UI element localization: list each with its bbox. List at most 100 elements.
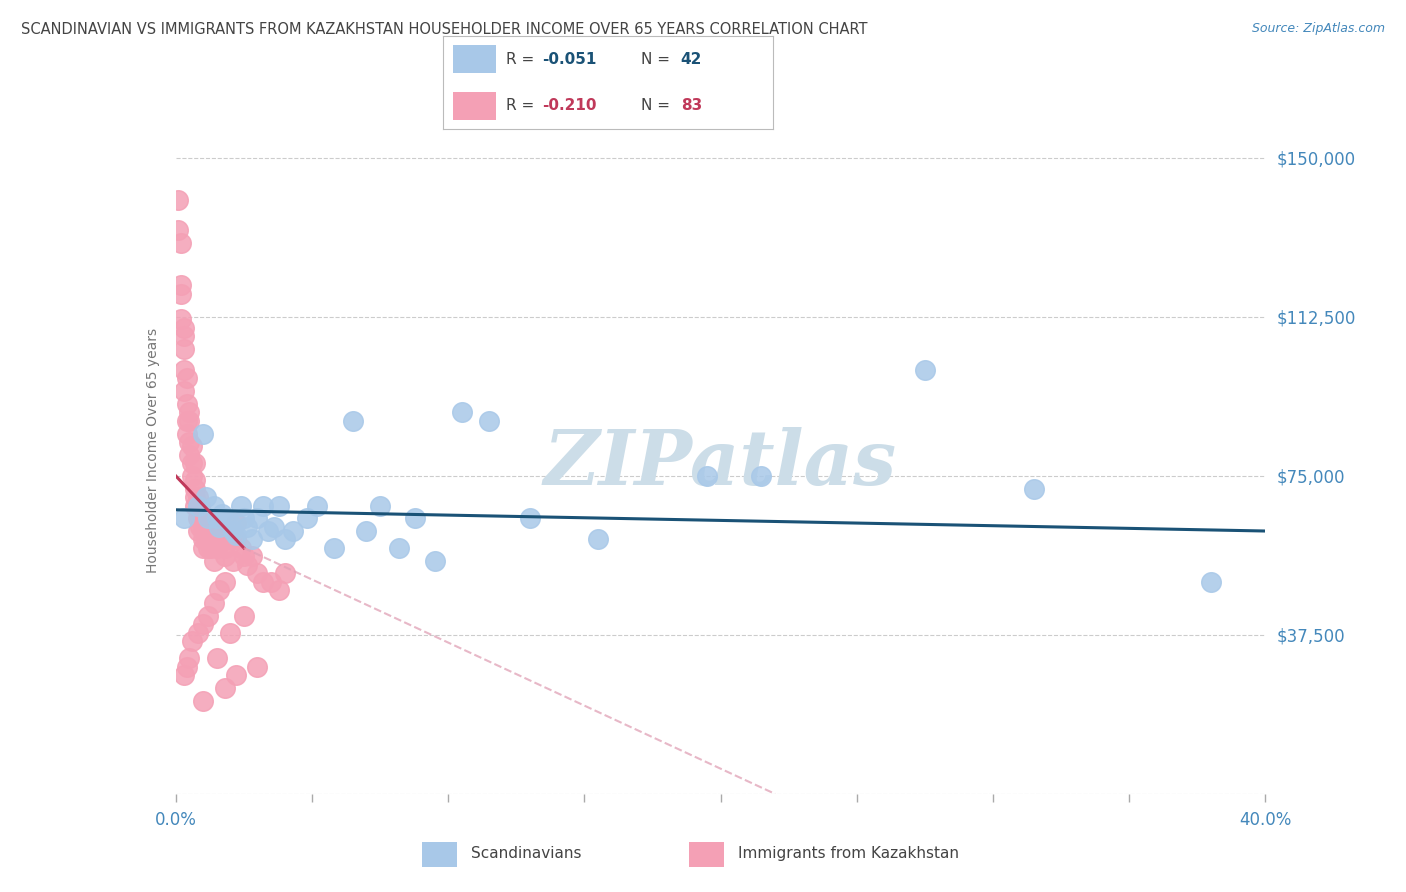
Point — [222, 524, 245, 538]
Point — [194, 533, 217, 547]
Point — [184, 456, 207, 470]
Point — [232, 608, 254, 623]
Point — [246, 511, 269, 525]
Point — [197, 541, 219, 555]
Point — [184, 499, 207, 513]
Point — [173, 363, 195, 377]
Point — [214, 541, 236, 555]
Point — [170, 312, 193, 326]
Point — [202, 533, 225, 547]
Point — [214, 574, 236, 589]
Point — [179, 414, 201, 428]
Point — [274, 533, 297, 547]
Point — [179, 434, 201, 449]
Point — [235, 520, 257, 534]
Point — [232, 511, 254, 525]
Text: -0.051: -0.051 — [543, 52, 596, 67]
Point — [167, 194, 190, 208]
Point — [191, 617, 214, 632]
Text: Scandinavians: Scandinavians — [471, 847, 582, 861]
Point — [176, 414, 198, 428]
Point — [194, 516, 217, 530]
Point — [211, 507, 233, 521]
Text: Source: ZipAtlas.com: Source: ZipAtlas.com — [1251, 22, 1385, 36]
Point — [232, 549, 254, 564]
Point — [219, 625, 242, 640]
Point — [167, 223, 190, 237]
Text: R =: R = — [506, 52, 538, 67]
Text: N =: N = — [641, 98, 675, 113]
Point — [1199, 574, 1222, 589]
Point — [197, 511, 219, 525]
Point — [184, 482, 207, 496]
Point — [184, 473, 207, 487]
Text: -0.210: -0.210 — [543, 98, 596, 113]
Point — [240, 533, 263, 547]
Point — [252, 499, 274, 513]
Point — [208, 583, 231, 598]
Text: N =: N = — [641, 52, 675, 67]
Text: SCANDINAVIAN VS IMMIGRANTS FROM KAZAKHSTAN HOUSEHOLDER INCOME OVER 65 YEARS CORR: SCANDINAVIAN VS IMMIGRANTS FROM KAZAKHST… — [21, 22, 868, 37]
Point — [186, 490, 209, 504]
Point — [186, 524, 209, 538]
Point — [170, 278, 193, 293]
Bar — [689, 842, 724, 867]
Point — [205, 651, 228, 665]
Point — [295, 511, 318, 525]
Point — [202, 499, 225, 513]
Point — [231, 499, 253, 513]
Point — [322, 541, 344, 555]
Point — [170, 235, 193, 250]
Point — [269, 583, 291, 598]
Point — [202, 596, 225, 610]
Point — [222, 554, 245, 568]
Point — [181, 439, 204, 453]
Point — [191, 524, 214, 538]
Bar — [453, 45, 496, 73]
Point — [191, 511, 214, 525]
Point — [173, 511, 195, 525]
Point — [586, 533, 609, 547]
Point — [478, 414, 501, 428]
Point — [231, 541, 253, 555]
Point — [307, 499, 329, 513]
Point — [214, 681, 236, 695]
Point — [173, 329, 195, 343]
Point — [423, 554, 446, 568]
Text: 83: 83 — [681, 98, 702, 113]
Point — [219, 533, 242, 547]
Point — [257, 524, 280, 538]
Point — [405, 511, 427, 525]
Point — [225, 533, 247, 547]
Point — [208, 524, 231, 538]
Point — [179, 448, 201, 462]
Point — [281, 524, 304, 538]
Point — [205, 511, 228, 525]
Point — [214, 549, 236, 564]
Point — [181, 456, 204, 470]
Point — [342, 414, 364, 428]
Bar — [453, 92, 496, 120]
Point — [202, 554, 225, 568]
Point — [205, 541, 228, 555]
Point — [191, 693, 214, 707]
Text: ZIPatlas: ZIPatlas — [544, 427, 897, 501]
Point — [450, 405, 472, 419]
Point — [246, 659, 269, 673]
Point — [194, 490, 217, 504]
Point — [225, 516, 247, 530]
Point — [173, 668, 195, 682]
Point — [263, 520, 285, 534]
Text: Immigrants from Kazakhstan: Immigrants from Kazakhstan — [738, 847, 959, 861]
Point — [208, 520, 231, 534]
Point — [173, 384, 195, 398]
Point — [519, 511, 541, 525]
Point — [197, 524, 219, 538]
Point — [225, 668, 247, 682]
Point — [191, 533, 214, 547]
Text: R =: R = — [506, 98, 538, 113]
Point — [188, 511, 211, 525]
Y-axis label: Householder Income Over 65 years: Householder Income Over 65 years — [146, 328, 160, 573]
Point — [197, 608, 219, 623]
Point — [181, 634, 204, 648]
